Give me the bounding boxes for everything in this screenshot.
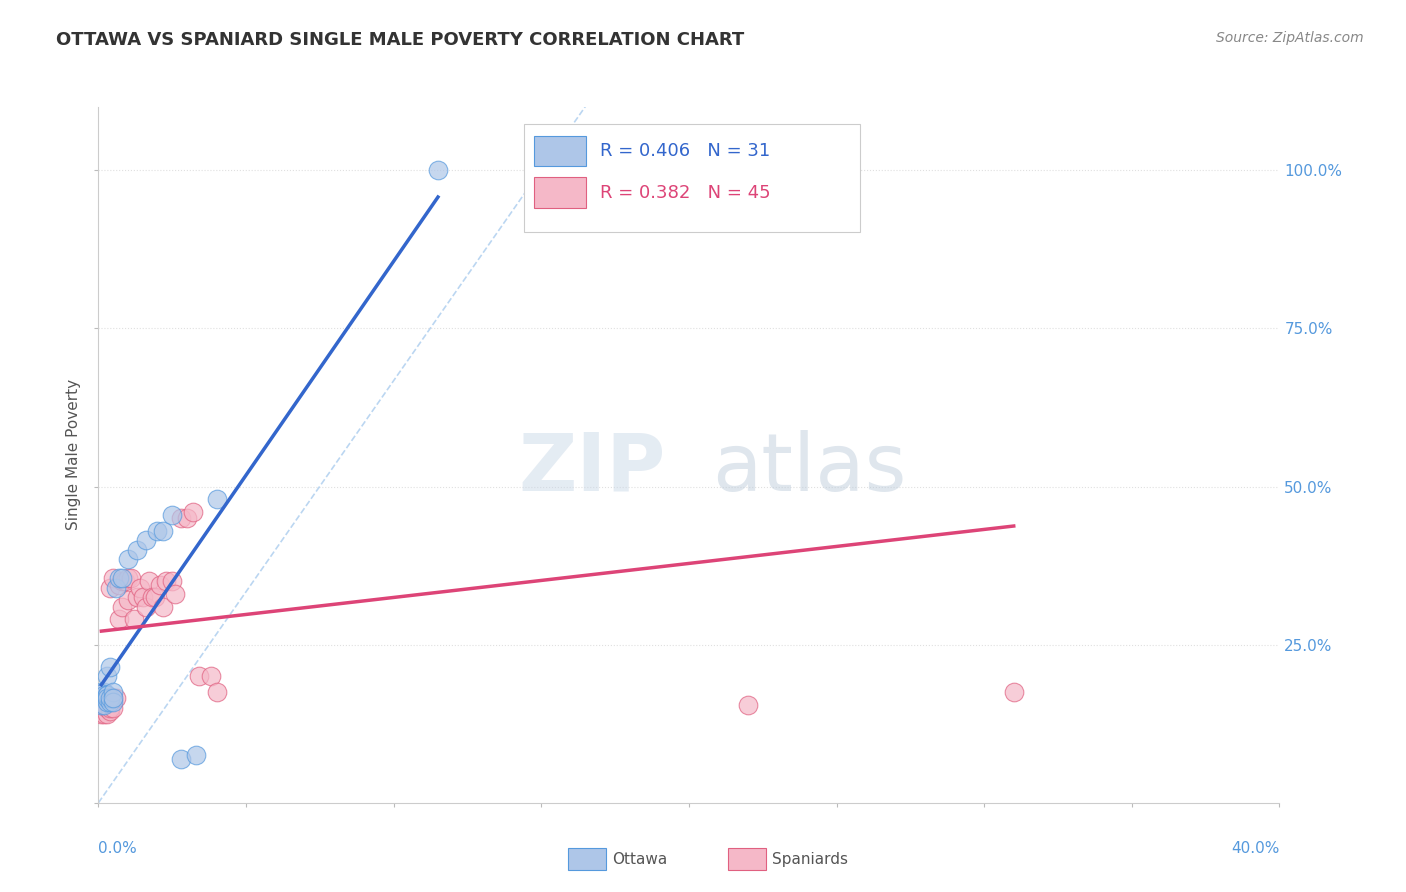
Text: R = 0.406   N = 31: R = 0.406 N = 31 (600, 142, 770, 160)
Point (122, 612, 145, 626)
Point (111, 571, 134, 585)
Text: R = 0.382   N = 45: R = 0.382 N = 45 (600, 184, 770, 202)
Point (98, 695, 121, 709)
Point (103, 571, 125, 585)
Point (155, 574, 177, 589)
Point (152, 599, 174, 614)
FancyBboxPatch shape (728, 848, 766, 871)
Point (648, 169, 671, 184)
Point (98, 581, 121, 595)
Point (143, 591, 166, 605)
Point (135, 599, 157, 614)
Point (111, 599, 134, 614)
Point (149, 577, 172, 591)
Point (737, 698, 759, 712)
Point (93, 691, 115, 706)
Point (90, 707, 112, 722)
Point (96, 695, 118, 709)
Point (205, 492, 228, 507)
Point (184, 748, 207, 763)
Point (98, 701, 121, 715)
Point (93, 691, 115, 706)
Point (108, 612, 131, 626)
Point (1002, 685, 1025, 699)
Point (132, 591, 155, 605)
Point (152, 524, 174, 538)
Point (96, 688, 118, 702)
Text: OTTAWA VS SPANIARD SINGLE MALE POVERTY CORRELATION CHART: OTTAWA VS SPANIARD SINGLE MALE POVERTY C… (56, 31, 745, 49)
Point (146, 524, 169, 538)
Point (103, 691, 125, 706)
Point (187, 669, 209, 683)
Text: Source: ZipAtlas.com: Source: ZipAtlas.com (1216, 31, 1364, 45)
Text: 40.0%: 40.0% (1232, 841, 1279, 856)
Point (128, 581, 150, 595)
Point (93, 698, 115, 712)
Point (205, 685, 228, 699)
Point (427, 163, 450, 178)
Text: Spaniards: Spaniards (772, 852, 848, 867)
Point (141, 591, 163, 605)
Point (96, 691, 118, 706)
Point (108, 571, 131, 585)
FancyBboxPatch shape (568, 848, 606, 871)
Point (170, 511, 193, 525)
Point (103, 695, 125, 709)
Point (125, 591, 148, 605)
FancyBboxPatch shape (534, 136, 586, 166)
FancyBboxPatch shape (534, 178, 586, 208)
Point (103, 685, 125, 699)
Point (165, 587, 187, 601)
Point (200, 669, 222, 683)
Point (90, 698, 112, 712)
Point (98, 704, 121, 718)
Point (93, 698, 115, 712)
Point (93, 688, 115, 702)
Point (135, 533, 157, 548)
Point (90, 698, 112, 712)
Point (138, 574, 160, 589)
Point (162, 508, 183, 522)
Y-axis label: Single Male Poverty: Single Male Poverty (66, 379, 82, 531)
Point (120, 571, 142, 585)
Point (162, 574, 183, 589)
Point (93, 707, 115, 722)
Point (96, 688, 118, 702)
Point (108, 577, 131, 591)
Point (105, 581, 128, 595)
Point (98, 660, 121, 674)
Text: ZIP: ZIP (517, 430, 665, 508)
Text: 0.0%: 0.0% (98, 841, 138, 856)
Point (96, 707, 118, 722)
Text: atlas: atlas (713, 430, 907, 508)
Point (117, 571, 139, 585)
Point (103, 701, 125, 715)
Point (170, 751, 193, 765)
Point (90, 685, 112, 699)
Text: Ottawa: Ottawa (612, 852, 668, 867)
Point (90, 691, 112, 706)
Point (103, 691, 125, 706)
Point (114, 574, 136, 589)
Point (105, 691, 128, 706)
Point (117, 552, 139, 566)
FancyBboxPatch shape (523, 124, 860, 232)
Point (96, 701, 118, 715)
Point (125, 542, 148, 557)
Point (98, 691, 121, 706)
Point (96, 669, 118, 683)
Point (176, 511, 198, 525)
Point (117, 593, 139, 607)
Point (96, 695, 118, 709)
Point (181, 505, 204, 519)
Point (111, 574, 134, 589)
Point (93, 685, 115, 699)
